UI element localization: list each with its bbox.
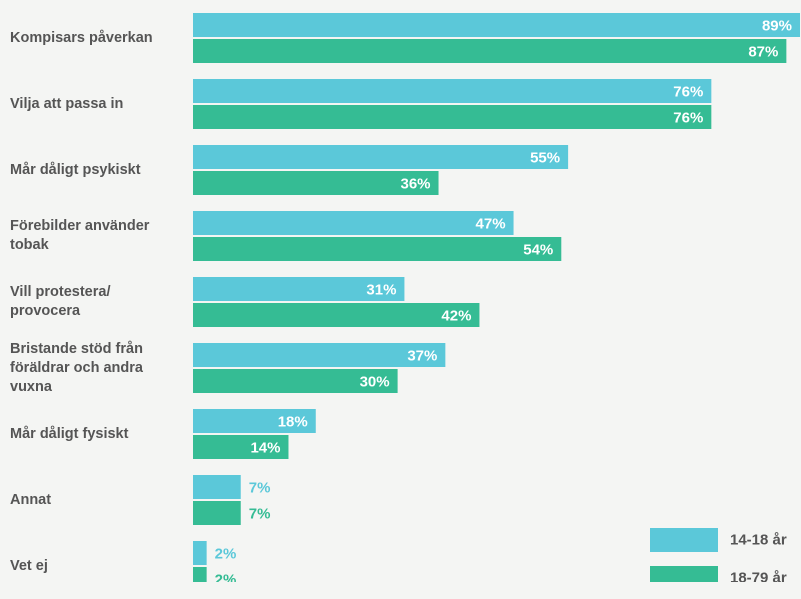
legend-swatch <box>650 566 718 582</box>
value-label: 54% <box>523 242 553 259</box>
bar <box>193 79 712 103</box>
value-label: 42% <box>441 308 471 325</box>
bar <box>193 567 207 582</box>
legend-label: 18-79 år <box>730 570 787 583</box>
bar <box>193 39 787 63</box>
bar <box>193 409 316 433</box>
chart: 89% 87% 76% 76% 55% 36% 47% 54% 31% 42% 37% 30% 18% 1… <box>193 13 800 583</box>
bar <box>193 145 569 169</box>
value-label: 2% <box>215 572 237 583</box>
bar <box>193 105 712 129</box>
legend-swatch <box>650 528 718 552</box>
page: Kompisars påverkan Vilja att passa in Mår … <box>10 13 800 583</box>
value-label: 76% <box>673 110 703 127</box>
value-label: 18% <box>278 414 308 431</box>
value-label: 87% <box>748 44 778 61</box>
bar <box>193 303 480 327</box>
category-label: Annat <box>10 491 52 508</box>
bar <box>193 369 398 393</box>
value-label: 37% <box>407 348 437 365</box>
value-label: 30% <box>360 374 390 391</box>
bar <box>193 13 800 37</box>
category-label: Mår dåligt psykiskt <box>10 161 141 178</box>
category-label: Kompisars påverkan <box>10 29 153 46</box>
category-label: Förebilder använder tobak <box>10 218 150 253</box>
bar <box>193 343 446 367</box>
category-label: Bristande stöd från föräldrar och andra … <box>10 340 143 395</box>
bar <box>193 475 241 499</box>
value-label: 47% <box>476 216 506 233</box>
category-label: Mår dåligt fysiskt <box>10 425 129 442</box>
value-label: 7% <box>249 480 271 497</box>
bar <box>193 211 514 235</box>
value-label: 36% <box>400 176 430 193</box>
value-label: 55% <box>530 150 560 167</box>
bar <box>193 541 207 565</box>
bar <box>193 435 289 459</box>
value-label: 31% <box>366 282 396 299</box>
bar <box>193 501 241 525</box>
bar <box>193 277 405 301</box>
bar <box>193 237 562 261</box>
category-label: Vill protestera/ provocera <box>10 284 111 319</box>
value-label: 14% <box>250 440 280 457</box>
value-label: 89% <box>762 18 792 35</box>
value-label: 7% <box>249 506 271 523</box>
value-label: 2% <box>215 546 237 563</box>
category-label: Vilja att passa in <box>10 95 124 112</box>
value-label: 76% <box>673 84 703 101</box>
category-label: Vet ej <box>10 557 48 574</box>
bar <box>193 171 439 195</box>
legend-label: 14-18 år <box>730 532 787 549</box>
